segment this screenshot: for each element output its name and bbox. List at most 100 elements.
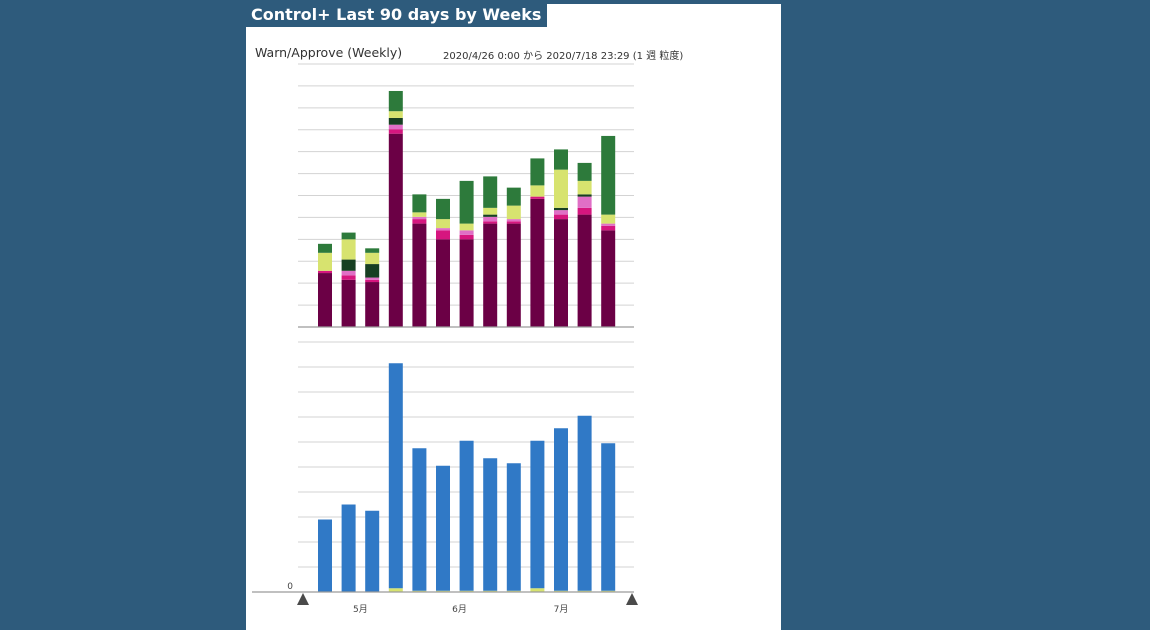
panel-title: Control+ Last 90 days by Weeks <box>246 4 548 27</box>
warn-approve-chart-bar-magenta-w1 <box>318 270 332 274</box>
weekly-total-chart-bar-lightgreen-w5 <box>412 590 427 592</box>
warn-approve-chart-bar-lightgreen-w13 <box>601 214 616 224</box>
weekly-total-chart-bar-blue-w1 <box>318 519 332 592</box>
warn-approve-chart-bar-darkgreen-w4 <box>388 117 403 125</box>
weekly-total-chart-bar-lightgreen-w6 <box>436 590 450 592</box>
chart-canvas: 0 5月 6月 7月 <box>252 63 638 615</box>
date-range-label: 2020/4/26 0:00 から 2020/7/18 23:29 (1 週 粒… <box>443 51 684 62</box>
warn-approve-chart-bar-magenta-w8 <box>483 221 498 224</box>
warn-approve-chart-bar-lightgreen-w5 <box>412 212 427 217</box>
warn-approve-chart-bar-magenta-w7 <box>459 234 474 240</box>
warn-approve-chart-bar-pink-w5 <box>412 216 427 220</box>
dashboard-panel: Control+ Last 90 days by Weeks Warn/Appr… <box>246 4 781 630</box>
weekly-total-chart-bar-blue-w8 <box>483 458 498 591</box>
weekly-total-chart-bar-lightgreen-w9 <box>506 590 521 592</box>
warn-approve-chart-bar-maroon-w3 <box>365 282 380 327</box>
warn-approve-chart-bar-magenta-w3 <box>365 279 380 283</box>
warn-approve-chart-bar-green-w4 <box>388 90 403 112</box>
warn-approve-chart-bar-magenta-w2 <box>341 275 356 280</box>
range-start-handle-icon <box>297 593 309 605</box>
warn-approve-chart-bar-darkgreen-w12 <box>577 194 592 197</box>
weekly-total-chart-bar-blue-w11 <box>554 428 568 591</box>
warn-approve-chart-bar-pink-w12 <box>577 196 592 208</box>
warn-approve-chart-bar-pink-w8 <box>483 216 498 222</box>
warn-approve-chart-bar-maroon-w5 <box>412 223 427 327</box>
x-tick-label: 5月 <box>353 604 368 615</box>
weekly-total-chart-bar-blue-w6 <box>436 465 450 591</box>
warn-approve-chart-bar-lightgreen-w11 <box>554 169 568 208</box>
warn-approve-chart-bar-pink-w3 <box>365 277 380 280</box>
warn-approve-chart-bar-green-w6 <box>436 198 450 220</box>
warn-approve-chart-bar-magenta-w13 <box>601 225 616 231</box>
warn-approve-chart-bar-pink-w6 <box>436 228 450 231</box>
warn-approve-chart-bar-maroon-w10 <box>530 198 545 327</box>
warn-approve-chart-bar-lightgreen-w1 <box>318 252 332 271</box>
warn-approve-chart-bar-lightgreen-w3 <box>365 252 380 265</box>
warn-approve-chart-bar-maroon-w2 <box>341 279 356 327</box>
warn-approve-chart-bar-magenta-w11 <box>554 214 568 220</box>
x-tick-label: 6月 <box>452 604 467 615</box>
warn-approve-chart-bar-lightgreen-w10 <box>530 185 545 197</box>
weekly-total-chart-bar-lightgreen-w13 <box>601 590 616 592</box>
weekly-total-chart-bar-blue-w3 <box>365 510 380 592</box>
warn-approve-chart-bar-green-w2 <box>341 232 356 240</box>
weekly-total-chart-bar-blue-w13 <box>601 443 616 591</box>
warn-approve-chart-bar-lightgreen-w7 <box>459 223 474 231</box>
warn-approve-chart-bar-green-w8 <box>483 176 498 208</box>
warn-approve-chart-bar-lightgreen-w12 <box>577 180 592 195</box>
weekly-total-chart-bar-blue-w12 <box>577 415 592 591</box>
warn-approve-chart-bar-maroon-w4 <box>388 133 403 327</box>
warn-approve-chart-bar-lightgreen-w9 <box>506 205 521 220</box>
warn-approve-chart-bar-darkgreen-w3 <box>365 264 380 278</box>
weekly-total-chart-bar-lightgreen-w8 <box>483 590 498 592</box>
warn-approve-chart-bar-green-w10 <box>530 158 545 186</box>
warn-approve-chart-bar-pink-w4 <box>388 124 403 130</box>
warn-approve-chart-bar-darkgreen-w2 <box>341 259 356 271</box>
warn-approve-chart-bar-green-w13 <box>601 135 616 215</box>
warn-approve-chart-bar-maroon-w11 <box>554 219 568 327</box>
warn-approve-chart-bar-maroon-w6 <box>436 239 450 327</box>
warn-approve-chart-bar-maroon-w9 <box>506 223 521 327</box>
warn-approve-chart-bar-lightgreen-w6 <box>436 219 450 229</box>
weekly-total-chart-bar-blue-w10 <box>530 440 545 589</box>
warn-approve-chart-bar-green-w12 <box>577 162 592 181</box>
warn-approve-chart-bar-magenta-w12 <box>577 207 592 215</box>
weekly-total-chart-ytick-label: 0 <box>287 582 293 592</box>
weekly-total-chart-bar-lightgreen-w12 <box>577 590 592 592</box>
warn-approve-chart-bar-lightgreen-w8 <box>483 207 498 215</box>
chart-subtitle: Warn/Approve (Weekly) <box>255 45 403 60</box>
warn-approve-chart-bar-pink-w13 <box>601 223 616 226</box>
warn-approve-chart-bar-darkgreen-w11 <box>554 207 568 211</box>
warn-approve-chart-bar-maroon-w12 <box>577 214 592 327</box>
x-tick-label: 7月 <box>554 604 569 615</box>
warn-approve-chart-bar-maroon-w7 <box>459 239 474 327</box>
warn-approve-chart-bar-lightgreen-w2 <box>341 239 356 260</box>
warn-approve-chart-bar-magenta-w9 <box>506 221 521 224</box>
warn-approve-chart-bar-pink-w7 <box>459 230 474 235</box>
warn-approve-chart-bar-pink-w2 <box>341 270 356 276</box>
warn-approve-chart-bar-magenta-w5 <box>412 219 427 224</box>
warn-approve-chart-bar-darkgreen-w8 <box>483 214 498 217</box>
warn-approve-chart-bar-magenta-w4 <box>388 129 403 134</box>
weekly-total-chart-bar-blue-w2 <box>341 504 356 592</box>
warn-approve-chart-bar-pink-w11 <box>554 210 568 215</box>
warn-approve-chart-bar-lightgreen-w4 <box>388 111 403 118</box>
weekly-total-chart-bar-blue-w7 <box>459 440 474 591</box>
warn-approve-chart-bar-maroon-w13 <box>601 230 616 327</box>
warn-approve-chart-bar-green-w11 <box>554 149 568 170</box>
warn-approve-chart-bar-green-w1 <box>318 243 332 253</box>
weekly-total-chart-bar-lightgreen-w10 <box>530 588 545 592</box>
weekly-total-chart-bar-lightgreen-w11 <box>554 590 568 592</box>
weekly-total-chart-bar-blue-w9 <box>506 463 521 591</box>
warn-approve-chart-bar-magenta-w10 <box>530 196 545 199</box>
weekly-total-chart-bar-lightgreen-w7 <box>459 590 474 592</box>
weekly-total-chart-bar-blue-w4 <box>388 363 403 589</box>
warn-approve-chart-bar-green-w7 <box>459 180 474 224</box>
warn-approve-chart-bar-green-w3 <box>365 248 380 253</box>
warn-approve-chart-bar-green-w9 <box>506 187 521 206</box>
weekly-total-chart-bar-lightgreen-w4 <box>388 588 403 592</box>
warn-approve-chart-bar-maroon-w8 <box>483 223 498 327</box>
warn-approve-chart-bar-maroon-w1 <box>318 273 332 327</box>
range-end-handle-icon <box>626 593 638 605</box>
warn-approve-chart-bar-magenta-w6 <box>436 230 450 240</box>
